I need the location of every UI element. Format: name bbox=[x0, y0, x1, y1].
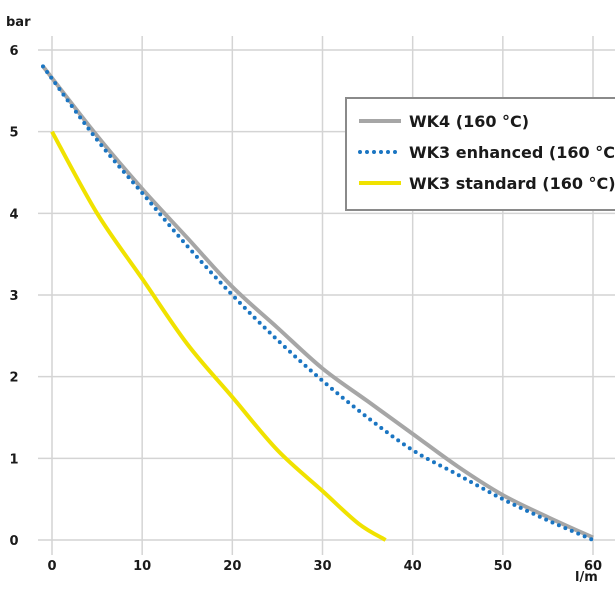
y-tick-label: 5 bbox=[9, 126, 18, 141]
x-tick-label: 10 bbox=[133, 559, 151, 574]
y-tick-label: 4 bbox=[9, 207, 18, 222]
series-layer bbox=[40, 64, 595, 542]
legend-label-wk4: WK4 (160 °C) bbox=[409, 112, 529, 131]
y-tick-label: 0 bbox=[9, 534, 18, 549]
x-tick-label: 60 bbox=[584, 559, 602, 574]
x-tick-label: 40 bbox=[404, 559, 422, 574]
x-axis-label: l/m bbox=[575, 570, 598, 585]
tick-layer: 0 10 20 30 40 50 60 0 1 2 3 4 5 6 bbox=[9, 44, 602, 574]
legend-box bbox=[345, 97, 615, 211]
x-tick-label: 0 bbox=[47, 559, 56, 574]
series-wk3-standard-line bbox=[50, 130, 387, 542]
series-wk4-line bbox=[41, 65, 594, 540]
x-tick-label: 50 bbox=[494, 559, 512, 574]
legend-label-wk3-enhanced: WK3 enhanced (160 °C bbox=[409, 143, 615, 162]
y-axis-label: bar bbox=[6, 15, 31, 30]
series-wk3-enhanced-line bbox=[40, 64, 595, 542]
y-tick-label: 2 bbox=[9, 371, 18, 386]
legend-label-wk3-standard: WK3 standard (160 °C) bbox=[409, 174, 615, 193]
y-tick-label: 1 bbox=[9, 452, 18, 467]
y-tick-label: 3 bbox=[9, 289, 18, 304]
legend: WK4 (160 °C) WK3 enhanced (160 °C WK3 stan… bbox=[345, 97, 615, 211]
y-tick-label: 6 bbox=[9, 44, 18, 59]
x-tick-label: 20 bbox=[223, 559, 241, 574]
x-tick-label: 30 bbox=[313, 559, 331, 574]
